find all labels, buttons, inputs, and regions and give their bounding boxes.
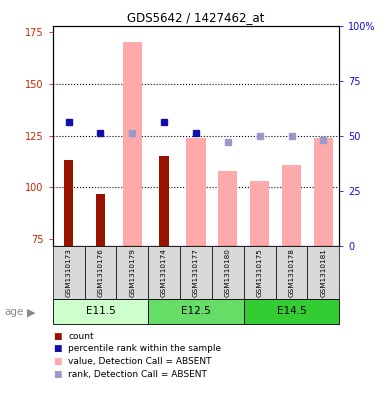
- Text: percentile rank within the sample: percentile rank within the sample: [68, 345, 222, 353]
- Text: ■: ■: [53, 371, 61, 379]
- Text: value, Detection Call = ABSENT: value, Detection Call = ABSENT: [68, 358, 212, 366]
- Bar: [212, 246, 244, 299]
- Bar: [148, 246, 180, 299]
- Title: GDS5642 / 1427462_at: GDS5642 / 1427462_at: [127, 11, 265, 24]
- Text: GSM1310181: GSM1310181: [320, 248, 326, 297]
- Text: GSM1310179: GSM1310179: [129, 248, 135, 297]
- Bar: [244, 299, 339, 324]
- Bar: [53, 299, 148, 324]
- Text: ■: ■: [53, 345, 61, 353]
- Bar: [186, 138, 206, 246]
- Text: GSM1310174: GSM1310174: [161, 248, 167, 297]
- Text: GSM1310175: GSM1310175: [257, 248, 263, 297]
- Bar: [53, 246, 85, 299]
- Bar: [314, 138, 333, 246]
- Text: E11.5: E11.5: [85, 307, 115, 316]
- Bar: [218, 171, 238, 246]
- Bar: [96, 194, 105, 246]
- Text: GSM1310173: GSM1310173: [66, 248, 72, 297]
- Bar: [282, 165, 301, 246]
- Text: GSM1310178: GSM1310178: [289, 248, 294, 297]
- Bar: [123, 42, 142, 246]
- Bar: [85, 246, 116, 299]
- Text: ▶: ▶: [27, 307, 35, 318]
- Text: ■: ■: [53, 358, 61, 366]
- Text: E12.5: E12.5: [181, 307, 211, 316]
- Bar: [160, 156, 169, 246]
- Text: ■: ■: [53, 332, 61, 340]
- Text: count: count: [68, 332, 94, 340]
- Bar: [180, 246, 212, 299]
- Text: rank, Detection Call = ABSENT: rank, Detection Call = ABSENT: [68, 371, 207, 379]
- Text: E14.5: E14.5: [277, 307, 307, 316]
- Text: GSM1310176: GSM1310176: [98, 248, 103, 297]
- Bar: [307, 246, 339, 299]
- Text: GSM1310177: GSM1310177: [193, 248, 199, 297]
- Text: age: age: [4, 307, 23, 318]
- Bar: [116, 246, 148, 299]
- Bar: [276, 246, 307, 299]
- Bar: [148, 299, 244, 324]
- Bar: [244, 246, 276, 299]
- Text: GSM1310180: GSM1310180: [225, 248, 231, 297]
- Bar: [64, 160, 73, 246]
- Bar: [250, 181, 269, 246]
